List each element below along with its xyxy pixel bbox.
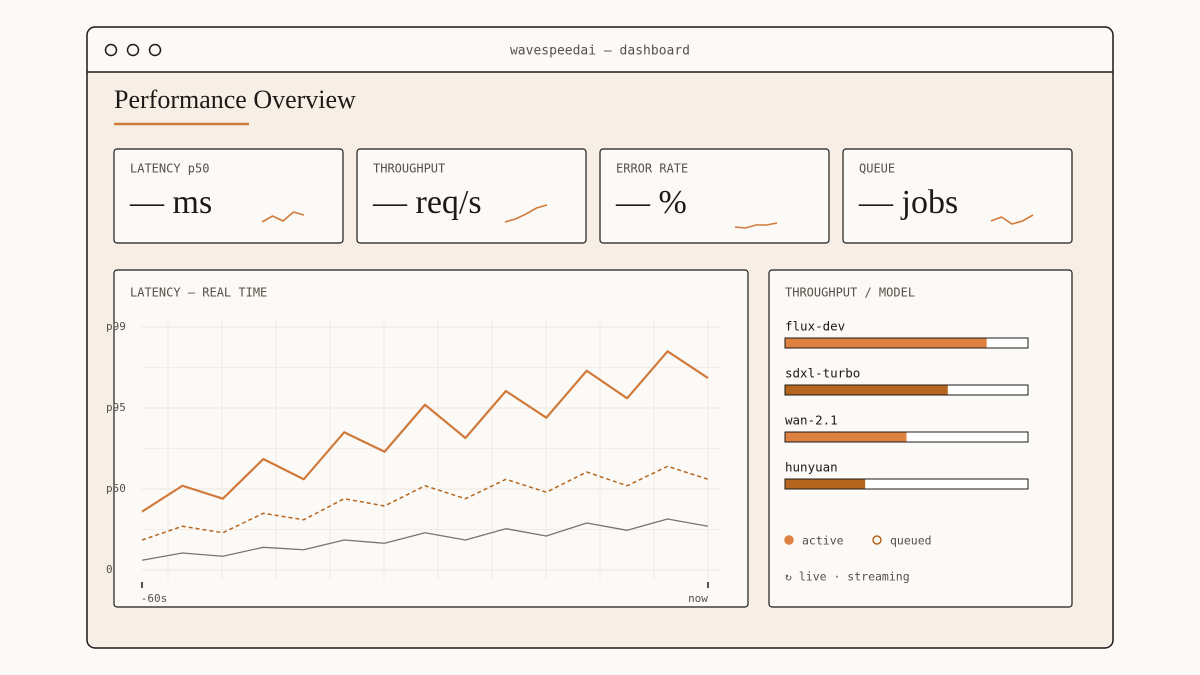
bar-track [784, 478, 1029, 490]
legend-marker [784, 535, 794, 545]
y-tick-label: 0 [106, 563, 113, 576]
y-tick-label: p50 [106, 482, 126, 495]
window-title: wavespeedai — dashboard [510, 44, 690, 59]
stat-card [356, 148, 587, 244]
stat-value: — req/s [372, 184, 482, 221]
line-series [141, 518, 709, 561]
stat-label: QUEUE [859, 162, 895, 176]
panel-title: LATENCY — REAL TIME [130, 286, 267, 300]
model-name: hunyuan [785, 460, 838, 475]
sparkline [504, 204, 548, 223]
stat-value: — jobs [858, 184, 958, 221]
bar [785, 385, 948, 395]
legend-marker [872, 535, 882, 545]
latency-panel [113, 269, 749, 608]
line-series [141, 465, 709, 541]
stat-value: — % [615, 184, 687, 221]
model-name: flux-dev [785, 319, 845, 334]
y-tick-label: p95 [106, 401, 126, 414]
window-button[interactable] [126, 43, 140, 57]
model-name: wan-2.1 [785, 413, 838, 428]
stat-card [842, 148, 1073, 244]
window-button[interactable] [104, 43, 118, 57]
y-tick-label: p99 [106, 320, 126, 333]
page-title: Performance Overview [114, 85, 356, 114]
bar [785, 479, 866, 489]
sparkline [261, 211, 305, 223]
title-bar [88, 27, 1112, 72]
sparkline [734, 222, 778, 229]
model-name: sdxl-turbo [785, 366, 860, 381]
window-button[interactable] [148, 43, 162, 57]
status-footer: ↻ live · streaming [785, 570, 910, 584]
line-series [141, 350, 709, 513]
bar [785, 338, 987, 348]
stat-value: — ms [129, 184, 212, 221]
legend-label: queued [890, 534, 932, 548]
stat-label: THROUGHPUT [373, 162, 445, 176]
stat-card [599, 148, 830, 244]
x-tick-label: now [688, 592, 708, 605]
sparkline [990, 214, 1034, 225]
stat-label: LATENCY p50 [130, 162, 209, 176]
x-tick-label: -60s [141, 592, 168, 605]
stat-label: ERROR RATE [616, 162, 688, 176]
legend-label: active [802, 534, 844, 548]
bar [785, 432, 907, 442]
panel-title: THROUGHPUT / MODEL [785, 286, 915, 300]
